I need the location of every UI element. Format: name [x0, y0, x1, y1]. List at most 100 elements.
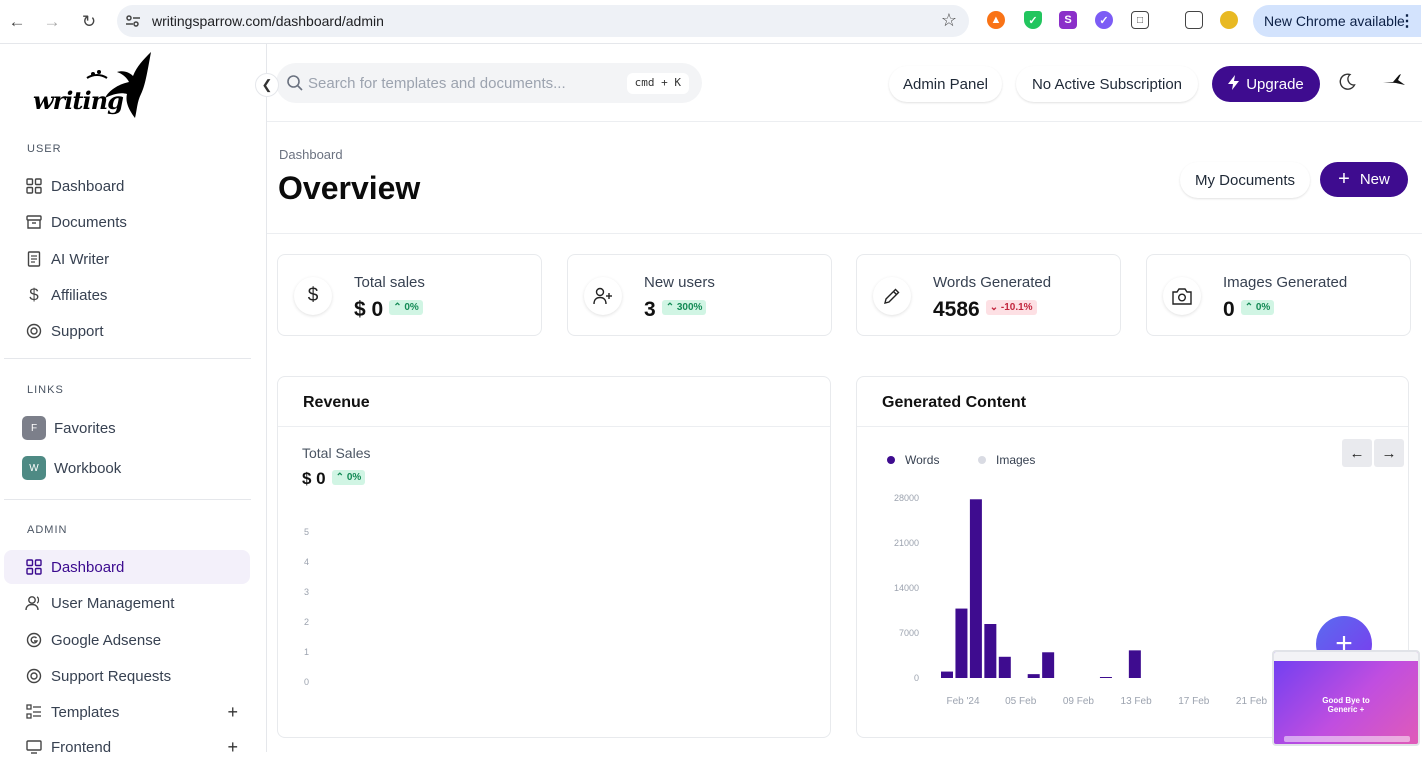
- trend-value: 300%: [676, 301, 703, 313]
- legend-images[interactable]: Images: [978, 453, 1035, 467]
- sidebar-item-label: Dashboard: [51, 558, 125, 576]
- extensions-puzzle-icon[interactable]: □: [1131, 11, 1149, 29]
- sidebar-link-workbook[interactable]: W Workbook: [4, 450, 250, 486]
- stat-value: 0 ⌃ 0%: [1223, 298, 1275, 322]
- chart-bar[interactable]: [1128, 650, 1141, 678]
- document-icon: [25, 250, 43, 268]
- search-bar[interactable]: Search for templates and documents... cm…: [276, 63, 702, 103]
- revenue-y-tick: 4: [304, 557, 310, 567]
- sidebar-item-label: User Management: [51, 594, 175, 612]
- legend-label: Words: [905, 453, 940, 467]
- expand-plus-icon[interactable]: +: [227, 736, 238, 757]
- screenshot-thumbnail[interactable]: Good Bye to Generic +: [1272, 650, 1420, 746]
- upgrade-label: Upgrade: [1246, 75, 1304, 93]
- stat-label: Images Generated: [1223, 274, 1348, 291]
- sidebar-item-frontend[interactable]: Frontend +: [4, 730, 250, 764]
- extension-fire-icon[interactable]: ▲: [987, 11, 1005, 29]
- back-icon[interactable]: ←: [8, 12, 26, 31]
- trend-badge: ⌃ 0%: [331, 470, 366, 486]
- stat-number: 0: [1223, 298, 1235, 321]
- extension-s-icon[interactable]: S: [1059, 11, 1077, 29]
- chevron-left-icon: ❮: [261, 77, 273, 92]
- collapse-sidebar-button[interactable]: ❮: [255, 73, 279, 97]
- reload-icon[interactable]: ↻: [81, 12, 97, 31]
- legend-words[interactable]: Words: [887, 453, 939, 467]
- sidebar-item-templates[interactable]: Templates +: [4, 695, 250, 729]
- revenue-y-tick: 5: [304, 527, 310, 537]
- url-text[interactable]: writingsparrow.com/dashboard/admin: [152, 13, 384, 29]
- camera-icon: [1163, 277, 1201, 315]
- legend-dot: [978, 456, 986, 464]
- chart-next-button[interactable]: →: [1374, 439, 1404, 467]
- sidebar-item-user-management[interactable]: User Management: [4, 586, 250, 620]
- chart-bar[interactable]: [941, 671, 953, 678]
- bird-logo-icon: [1383, 74, 1405, 85]
- sidebar-item-documents[interactable]: Documents: [4, 205, 250, 239]
- stat-card-images-generated: Images Generated 0 ⌃ 0%: [1146, 254, 1411, 336]
- dollar-icon: $: [294, 277, 332, 315]
- revenue-number: $ 0: [302, 469, 326, 488]
- site-settings-icon[interactable]: [125, 13, 141, 29]
- x-tick-label: 09 Feb: [1063, 696, 1095, 707]
- forward-icon[interactable]: →: [43, 12, 61, 31]
- bookmark-star-icon[interactable]: ☆: [940, 10, 957, 30]
- my-documents-label: My Documents: [1194, 171, 1296, 189]
- chart-bar[interactable]: [955, 608, 968, 678]
- sidebar-item-admin-dashboard[interactable]: Dashboard: [4, 550, 250, 584]
- stat-card-new-users: New users 3 ⌃ 300%: [567, 254, 832, 336]
- stat-card-words-generated: Words Generated 4586 ⌄ -10.1%: [856, 254, 1121, 336]
- admin-panel-button[interactable]: Admin Panel: [889, 66, 1002, 102]
- y-tick-label: 28000: [894, 493, 919, 503]
- dollar-icon: $: [29, 285, 39, 304]
- stat-label: New users: [644, 274, 715, 291]
- thumbnail-headline: Good Bye to Generic +: [1322, 696, 1370, 714]
- page-header-divider: [267, 233, 1422, 234]
- chart-bar[interactable]: [984, 624, 997, 678]
- chart-bar[interactable]: [998, 656, 1011, 678]
- subscription-button[interactable]: No Active Subscription: [1016, 66, 1198, 102]
- sidebar-item-support[interactable]: Support: [4, 314, 250, 348]
- sidebar-link-favorites[interactable]: F Favorites: [4, 410, 250, 446]
- more-menu-icon[interactable]: ⋮: [1399, 13, 1415, 30]
- sidebar-item-ai-writer[interactable]: AI Writer: [4, 242, 250, 276]
- chart-bar[interactable]: [969, 499, 982, 678]
- chart-bar[interactable]: [1099, 677, 1112, 678]
- side-panel-icon[interactable]: [1185, 11, 1203, 29]
- arrow-left-icon: ←: [1349, 444, 1365, 462]
- address-bar[interactable]: writingsparrow.com/dashboard/admin ☆: [117, 5, 969, 37]
- chart-bar[interactable]: [1042, 652, 1055, 678]
- my-documents-button[interactable]: My Documents: [1180, 162, 1310, 198]
- thumbnail-browser-bar: [1274, 652, 1418, 661]
- upgrade-button[interactable]: Upgrade: [1212, 66, 1320, 102]
- sidebar-item-dashboard[interactable]: Dashboard: [4, 169, 250, 203]
- extension-shield-icon[interactable]: ✓: [1024, 11, 1042, 29]
- header-divider: [267, 121, 1422, 122]
- profile-avatar-icon[interactable]: [1220, 11, 1238, 29]
- new-button[interactable]: + New: [1320, 162, 1408, 197]
- monitor-icon: [25, 738, 43, 756]
- extension-check-icon[interactable]: ✓: [1095, 11, 1113, 29]
- breadcrumb[interactable]: Dashboard: [279, 147, 343, 162]
- admin-panel-label: Admin Panel: [902, 75, 989, 93]
- arrow-right-icon: →: [1381, 444, 1397, 462]
- new-label: New: [1359, 171, 1390, 188]
- sidebar-item-google-adsense[interactable]: Google Adsense: [4, 623, 250, 657]
- user-section-title: USER: [27, 143, 62, 155]
- dark-mode-toggle[interactable]: [1338, 73, 1356, 96]
- chrome-update-pill[interactable]: New Chrome available ⋮: [1253, 5, 1421, 37]
- sidebar-item-support-requests[interactable]: Support Requests: [4, 659, 250, 693]
- generated-title: Generated Content: [882, 394, 1027, 411]
- revenue-value: $ 0 ⌃ 0%: [302, 469, 366, 489]
- user-avatar[interactable]: [1378, 64, 1410, 96]
- x-tick-label: 05 Feb: [1005, 696, 1037, 707]
- chart-prev-button[interactable]: ←: [1342, 439, 1372, 467]
- expand-plus-icon[interactable]: +: [227, 701, 238, 722]
- legend-label: Images: [996, 453, 1036, 467]
- trend-badge: ⌃ 0%: [1240, 299, 1275, 315]
- logo[interactable]: writing: [33, 50, 158, 120]
- user-plus-icon: [584, 277, 622, 315]
- trend-badge: ⌄ -10.1%: [985, 299, 1037, 315]
- sidebar-item-affiliates[interactable]: $ Affiliates: [4, 278, 250, 312]
- revenue-subtitle: Total Sales: [302, 445, 371, 461]
- chart-bar[interactable]: [1027, 674, 1040, 678]
